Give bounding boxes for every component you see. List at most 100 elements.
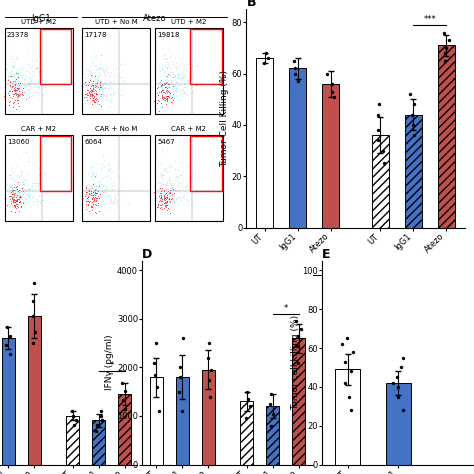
Point	[173, 71, 181, 78]
Point	[154, 194, 161, 202]
Point	[13, 171, 21, 179]
Point	[32, 80, 39, 87]
Point	[93, 199, 100, 206]
Point	[97, 87, 105, 94]
Point	[160, 85, 168, 92]
Point	[29, 200, 37, 207]
Point	[91, 76, 99, 83]
Point	[83, 67, 91, 74]
Bar	[155, 27, 223, 114]
Point	[83, 86, 91, 93]
Point	[22, 191, 29, 198]
Point	[8, 189, 16, 196]
Point	[20, 63, 28, 70]
Point	[102, 201, 109, 208]
Point	[89, 190, 97, 198]
Point	[173, 196, 180, 204]
Point	[10, 189, 18, 197]
Point	[93, 90, 101, 98]
Point	[12, 86, 19, 94]
Point	[179, 178, 186, 185]
Point	[174, 194, 182, 202]
Point	[96, 204, 104, 211]
Point	[12, 90, 19, 97]
Point	[9, 195, 17, 202]
Text: E: E	[322, 248, 331, 261]
Point	[11, 83, 19, 91]
Point	[168, 195, 175, 203]
Point	[97, 202, 104, 210]
Point	[92, 81, 100, 89]
Point	[26, 94, 33, 101]
Point	[171, 192, 178, 200]
Point	[103, 64, 111, 72]
Point	[343, 335, 351, 342]
Point	[90, 180, 97, 188]
Point	[109, 186, 116, 193]
Point	[162, 198, 170, 206]
Point	[11, 89, 19, 97]
Point	[7, 78, 14, 85]
Point	[167, 195, 174, 202]
Point	[18, 71, 25, 79]
Point	[159, 196, 167, 204]
Point	[99, 195, 107, 202]
Point	[20, 176, 28, 183]
Point	[100, 84, 108, 91]
Point	[26, 82, 34, 90]
Point	[108, 205, 115, 212]
Point	[17, 68, 25, 76]
Point	[33, 196, 41, 203]
Point	[112, 69, 119, 77]
Point	[93, 196, 100, 203]
Point	[98, 58, 106, 65]
Point	[159, 189, 166, 196]
Point	[111, 89, 119, 96]
Point	[92, 182, 100, 189]
Point	[10, 58, 18, 66]
Point	[97, 82, 104, 90]
Point	[5, 82, 13, 89]
Point	[160, 204, 168, 211]
Point	[93, 79, 100, 87]
Point	[163, 176, 170, 183]
Point	[27, 53, 35, 61]
Point	[17, 87, 25, 95]
Point	[102, 77, 109, 84]
Point	[86, 182, 94, 190]
Point	[19, 184, 27, 192]
Point	[12, 196, 19, 203]
Point	[10, 201, 18, 209]
Point	[88, 168, 96, 176]
Point	[110, 91, 118, 99]
Point	[22, 68, 30, 76]
Point	[88, 192, 95, 200]
Point	[158, 161, 166, 168]
Point	[161, 94, 168, 102]
Text: CAR + No M: CAR + No M	[95, 127, 137, 132]
Point	[9, 197, 17, 204]
Point	[182, 73, 189, 80]
Point	[13, 179, 21, 187]
Point	[12, 81, 19, 89]
Point	[95, 177, 103, 184]
Point	[163, 189, 170, 196]
Point	[166, 186, 174, 194]
Point	[155, 197, 163, 204]
Point	[8, 84, 16, 91]
Point	[32, 185, 39, 192]
Point	[105, 70, 112, 77]
Point	[155, 78, 163, 86]
Point	[157, 182, 164, 189]
Point	[11, 172, 19, 180]
Point	[96, 179, 103, 186]
Point	[89, 81, 96, 88]
Point	[107, 90, 115, 98]
Point	[18, 66, 25, 74]
Point	[87, 182, 95, 189]
Point	[159, 196, 167, 203]
Point	[263, 49, 270, 57]
Point	[173, 94, 180, 102]
Point	[174, 95, 182, 102]
Point	[161, 77, 169, 85]
